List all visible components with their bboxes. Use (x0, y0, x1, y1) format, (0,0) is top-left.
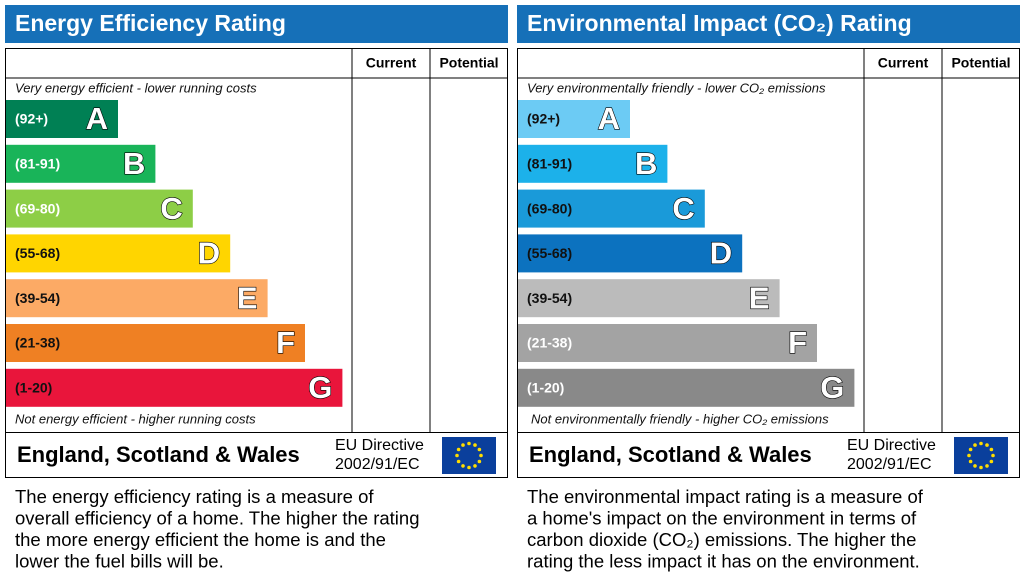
band-range: (81-91) (15, 156, 60, 172)
band-letter: C (672, 191, 694, 226)
band-letter: B (123, 146, 145, 181)
panel-title: Energy Efficiency Rating (15, 10, 286, 36)
band-letter: G (308, 370, 332, 405)
band-letter: D (710, 236, 732, 271)
eu-star (973, 464, 977, 468)
rating-band (6, 279, 268, 318)
eu-star (968, 447, 973, 452)
rating-band (6, 368, 343, 407)
band-letter: E (749, 280, 770, 315)
panel-title: Environmental Impact (CO₂) Rating (527, 10, 912, 36)
band-range: (21-38) (15, 335, 60, 351)
rating-band (518, 234, 743, 273)
band-range: (69-80) (527, 200, 572, 216)
band-range: (55-68) (527, 245, 572, 261)
title-bar (517, 5, 1020, 43)
description-line: a home's impact on the environment in te… (527, 507, 917, 528)
eu-star (456, 459, 461, 464)
footer-box (517, 432, 1020, 478)
rating-band (518, 144, 668, 183)
region: England, Scotland & Wales (17, 442, 300, 467)
band-letter: D (198, 236, 220, 271)
rating-band (518, 100, 630, 138)
band-range: (92+) (527, 111, 560, 127)
eu-star (461, 443, 465, 447)
eu-star (477, 447, 482, 452)
band-letter: A (86, 101, 108, 136)
rating-band (518, 189, 705, 228)
header-current: Current (878, 55, 929, 71)
description-line: lower the fuel bills will be. (15, 550, 224, 571)
description-line: carbon dioxide (CO₂) emissions. The high… (527, 529, 916, 550)
directive-1: EU Directive (335, 437, 424, 454)
band-letter: B (635, 146, 657, 181)
description-line: The environmental impact rating is a mea… (527, 486, 924, 507)
eu-star (477, 459, 482, 464)
band-range: (69-80) (15, 200, 60, 216)
description-line: the more energy efficient the home is an… (15, 529, 386, 550)
rating-band (6, 234, 231, 273)
region: England, Scotland & Wales (529, 442, 812, 467)
band-letter: F (276, 325, 295, 360)
eu-star (467, 441, 471, 446)
rating-band (518, 368, 855, 407)
eu-star (979, 465, 983, 470)
eu-star (991, 453, 995, 458)
header-current: Current (366, 55, 417, 71)
directive-2: 2002/91/EC (335, 456, 420, 473)
band-letter: F (788, 325, 807, 360)
rating-band (518, 324, 817, 362)
bottom-note: Not environmentally friendly - higher CO… (531, 411, 829, 426)
header-potential: Potential (951, 55, 1010, 71)
band-range: (39-54) (15, 290, 60, 306)
eu-star (473, 464, 477, 468)
bottom-note: Not energy efficient - higher running co… (15, 411, 256, 426)
eu-star (989, 459, 994, 464)
header-potential: Potential (439, 55, 498, 71)
description-line: overall efficiency of a home. The higher… (15, 507, 420, 528)
band-range: (1-20) (527, 380, 564, 396)
rating-band (6, 144, 156, 183)
rating-band (6, 324, 305, 362)
eu-star (979, 441, 983, 446)
band-range: (21-38) (527, 335, 572, 351)
rating-band (6, 100, 118, 138)
title-bar (5, 5, 508, 43)
description-line: rating the less impact it has on the env… (527, 550, 920, 571)
eu-star (968, 459, 973, 464)
eu-star (973, 443, 977, 447)
band-range: (39-54) (527, 290, 572, 306)
band-letter: C (160, 191, 182, 226)
description-line: The energy efficiency rating is a measur… (15, 486, 374, 507)
eu-star (461, 464, 465, 468)
band-letter: E (237, 280, 258, 315)
eu-star (467, 465, 471, 470)
eu-star (479, 453, 483, 458)
eu-star (473, 443, 477, 447)
footer-box (5, 432, 508, 478)
rating-band (518, 279, 780, 318)
band-range: (55-68) (15, 245, 60, 261)
eu-star (985, 443, 989, 447)
eu-star (967, 453, 971, 458)
eu-star (985, 464, 989, 468)
directive-1: EU Directive (847, 437, 936, 454)
band-range: (81-91) (527, 156, 572, 172)
eu-star (989, 447, 994, 452)
top-note: Very energy efficient - lower running co… (15, 80, 257, 95)
top-note: Very environmentally friendly - lower CO… (527, 80, 826, 95)
eu-star (455, 453, 459, 458)
rating-band (6, 189, 193, 228)
band-range: (92+) (15, 111, 48, 127)
band-range: (1-20) (15, 380, 52, 396)
directive-2: 2002/91/EC (847, 456, 932, 473)
band-letter: A (598, 101, 620, 136)
eu-star (456, 447, 461, 452)
band-letter: G (820, 370, 844, 405)
